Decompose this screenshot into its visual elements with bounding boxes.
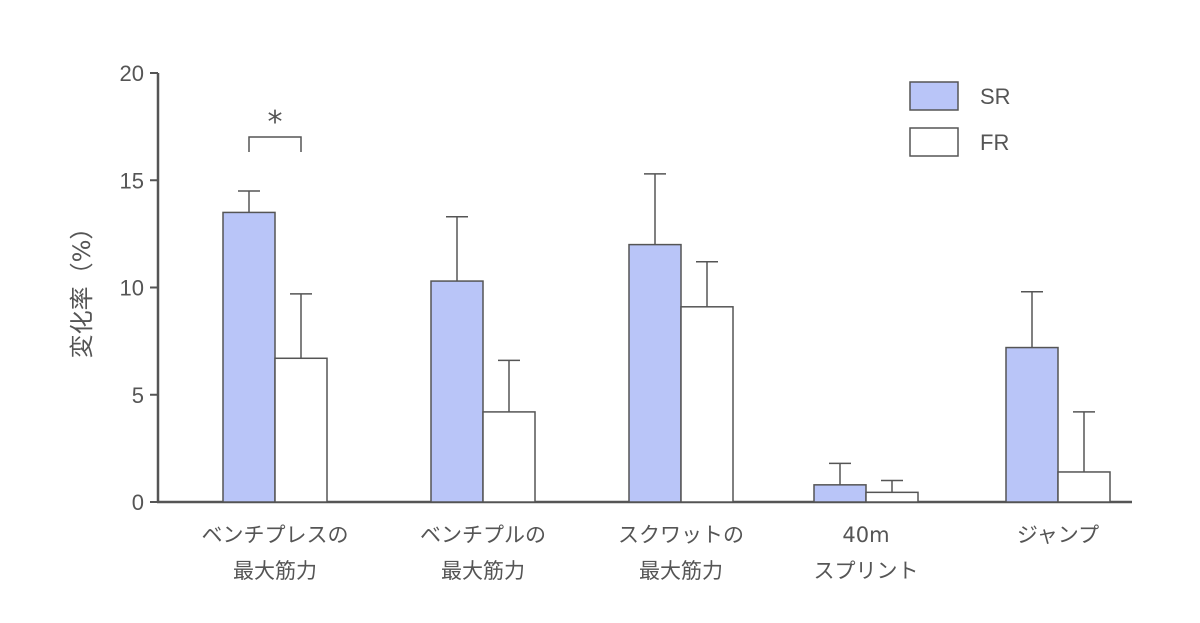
y-tick-label: 20 — [120, 61, 144, 86]
y-tick-label: 5 — [132, 383, 144, 408]
category-labels-group: ベンチプレスの最大筋力ベンチプルの最大筋力スクワットの最大筋力40mスプリントジ… — [202, 523, 1100, 583]
bar-fr-2 — [680, 306, 734, 503]
x-category-label: ジャンプ — [1017, 523, 1099, 547]
x-category-label: 40m — [842, 523, 889, 547]
bars-group — [222, 211, 1111, 503]
legend-label-sr: SR — [980, 84, 1011, 109]
bar-fr-0 — [274, 357, 328, 503]
x-category-label: 最大筋力 — [441, 559, 525, 583]
bar-fr-1 — [482, 411, 536, 503]
legend: SR FR — [909, 81, 1011, 157]
legend-swatch-fr — [909, 127, 959, 157]
bar-sr-0 — [222, 211, 276, 503]
x-category-label: 最大筋力 — [639, 559, 723, 583]
x-category-label: ベンチプレスの — [202, 523, 349, 547]
significance-bracket — [248, 136, 302, 152]
bar-fr-4 — [1057, 471, 1111, 503]
significance-marker: * — [268, 105, 283, 140]
annotations-group: * — [248, 105, 302, 152]
bar-sr-2 — [628, 243, 682, 503]
bar-fr-3 — [865, 491, 919, 503]
y-tick-label: 10 — [120, 276, 144, 301]
y-axis-label-group: 変化率（%） — [68, 216, 96, 359]
error-bars-group — [238, 173, 1095, 493]
y-axis-label: 変化率（%） — [68, 216, 96, 359]
bar-sr-3 — [813, 484, 867, 503]
legend-label-fr: FR — [980, 130, 1009, 155]
bar-sr-1 — [430, 280, 484, 503]
legend-swatch-sr — [909, 81, 959, 111]
bar-sr-4 — [1005, 346, 1059, 503]
x-category-label: ベンチプルの — [420, 523, 546, 547]
x-category-label: スクワットの — [618, 523, 744, 547]
y-tick-label: 0 — [132, 490, 144, 515]
x-category-label: 最大筋力 — [233, 559, 317, 583]
x-category-label: スプリント — [814, 559, 919, 583]
y-tick-label: 15 — [120, 168, 144, 193]
